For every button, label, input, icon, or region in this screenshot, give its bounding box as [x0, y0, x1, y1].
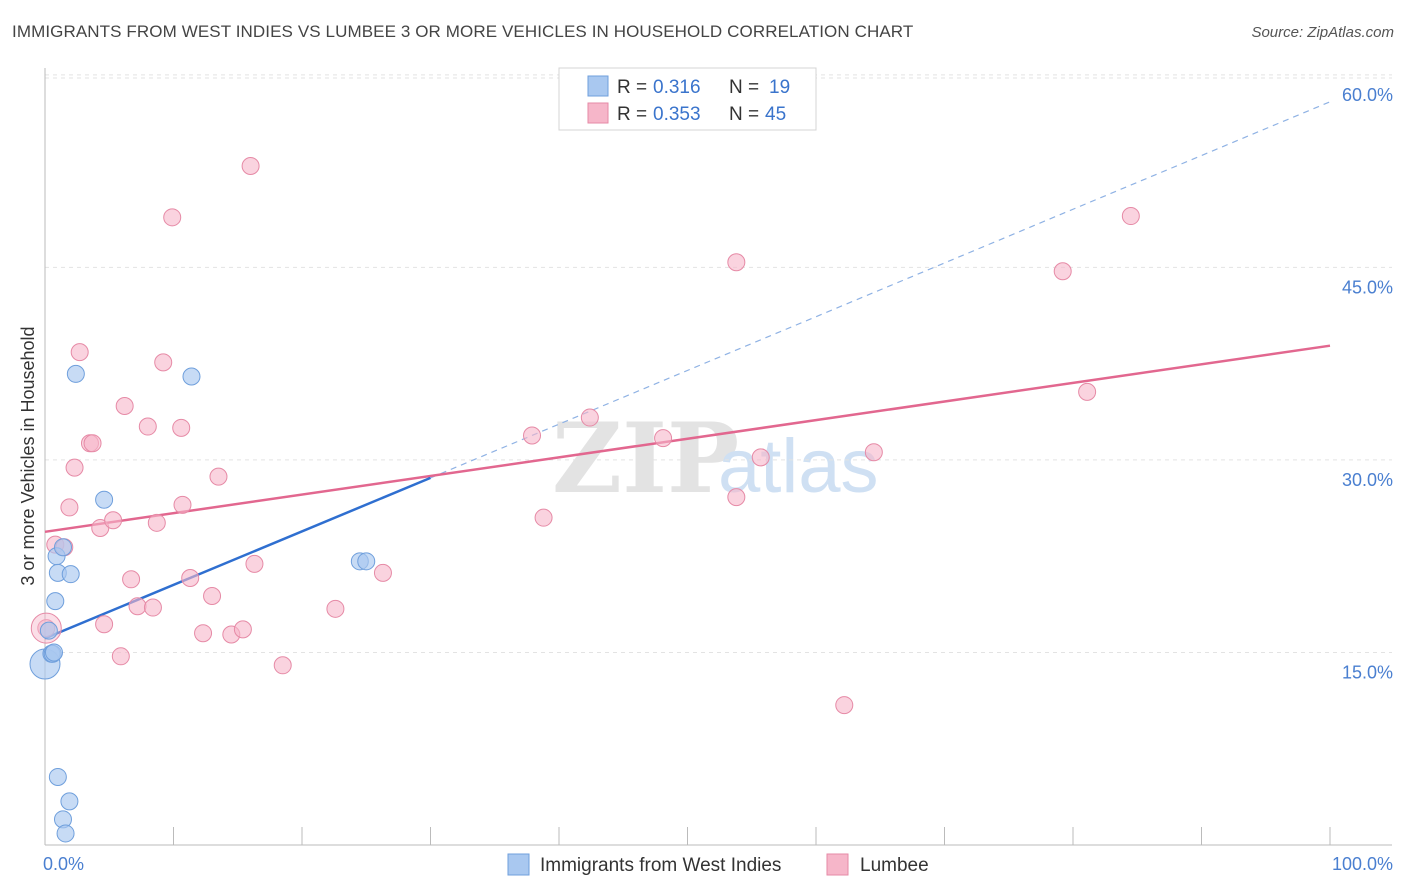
- data-point-lumbee: [203, 586, 222, 605]
- data-point-lumbee: [864, 443, 883, 462]
- data-point-lumbee: [138, 417, 157, 436]
- data-point-lumbee: [95, 615, 114, 634]
- legend-r-value: 0.316: [653, 77, 701, 98]
- data-point-lumbee: [1121, 207, 1140, 226]
- data-point-lumbee: [111, 647, 130, 666]
- bottom-legend-label-lumbee: Lumbee: [860, 855, 929, 876]
- data-point-lumbee: [181, 569, 200, 588]
- y-tick-label: 30.0%: [1342, 470, 1393, 490]
- data-point-lumbee: [128, 597, 147, 616]
- data-point-lumbee: [70, 343, 89, 362]
- data-point-lumbee: [147, 513, 166, 532]
- data-point-lumbee: [209, 467, 228, 486]
- data-point-lumbee: [60, 498, 79, 517]
- data-point-lumbee: [727, 488, 746, 507]
- axes: [44, 68, 1392, 846]
- data-point-west-indies: [56, 824, 75, 843]
- legend-n-label: N =: [729, 104, 759, 125]
- data-points: [29, 156, 1140, 843]
- trend-line-lumbee: [44, 344, 1331, 534]
- legend-r-label: R =: [617, 104, 647, 125]
- bottom-legend-label-west-indies: Immigrants from West Indies: [540, 855, 781, 876]
- data-point-lumbee: [534, 508, 553, 527]
- y-axis-title: 3 or more Vehicles in Household: [18, 326, 38, 585]
- data-point-lumbee: [1078, 382, 1097, 401]
- data-point-west-indies: [182, 367, 201, 386]
- trend-line-west-indies-extended: [430, 101, 1331, 479]
- data-point-lumbee: [523, 426, 542, 445]
- data-point-west-indies: [48, 767, 67, 786]
- data-point-lumbee: [65, 458, 84, 477]
- data-point-west-indies: [46, 592, 65, 611]
- data-point-lumbee: [245, 554, 264, 573]
- tick-labels: 15.0% 30.0% 45.0% 60.0% 0.0% 100.0%: [43, 85, 1393, 874]
- data-point-west-indies: [95, 490, 114, 509]
- trend-lines: [44, 101, 1331, 640]
- data-point-lumbee: [835, 696, 854, 715]
- data-point-lumbee: [154, 353, 173, 372]
- legend-n-value: 19: [769, 77, 790, 98]
- legend-swatch-west-indies: [587, 75, 609, 97]
- data-point-lumbee: [173, 495, 192, 514]
- stats-legend: R = 0.316 N = 19 R = 0.353 N = 45: [558, 67, 817, 131]
- bottom-legend-swatch-west-indies: [507, 853, 530, 876]
- data-point-lumbee: [654, 429, 673, 448]
- data-point-lumbee: [104, 511, 123, 530]
- chart-source: Source: ZipAtlas.com: [1251, 24, 1394, 41]
- chart-title: IMMIGRANTS FROM WEST INDIES VS LUMBEE 3 …: [12, 22, 914, 41]
- y-tick-label: 15.0%: [1342, 662, 1393, 682]
- data-point-lumbee: [1053, 262, 1072, 281]
- data-point-west-indies: [44, 643, 63, 662]
- data-point-west-indies: [53, 538, 72, 557]
- x-tick-label: 100.0%: [1332, 854, 1393, 874]
- data-point-lumbee: [143, 598, 162, 617]
- bottom-legend-swatch-lumbee: [826, 853, 849, 876]
- data-point-lumbee: [122, 570, 141, 589]
- watermark-zip: ZIP: [552, 402, 739, 515]
- data-point-west-indies: [61, 565, 80, 584]
- data-point-lumbee: [326, 599, 345, 618]
- legend-n-value: 45: [765, 104, 786, 125]
- data-point-west-indies: [60, 792, 79, 811]
- y-tick-label: 45.0%: [1342, 277, 1393, 297]
- data-point-lumbee: [241, 156, 260, 175]
- data-point-lumbee: [273, 656, 292, 675]
- legend-r-value: 0.353: [653, 104, 701, 125]
- data-point-west-indies: [39, 621, 58, 640]
- data-point-lumbee: [580, 408, 599, 427]
- data-point-lumbee: [115, 397, 134, 416]
- data-point-lumbee: [83, 434, 102, 453]
- data-point-lumbee: [751, 448, 770, 467]
- data-point-lumbee: [233, 620, 252, 639]
- legend-r-label: R =: [617, 77, 647, 98]
- data-point-lumbee: [373, 563, 392, 582]
- legend-n-label: N =: [729, 77, 759, 98]
- x-tick-label: 0.0%: [43, 854, 84, 874]
- data-point-lumbee: [163, 208, 182, 227]
- data-point-west-indies: [357, 552, 376, 571]
- data-point-west-indies: [66, 364, 85, 383]
- series-legend: Immigrants from West Indies Lumbee: [507, 853, 929, 876]
- data-point-lumbee: [194, 624, 213, 643]
- trend-line-west-indies: [44, 476, 431, 640]
- data-point-lumbee: [172, 418, 191, 437]
- data-point-lumbee: [727, 253, 746, 272]
- y-tick-label: 60.0%: [1342, 85, 1393, 105]
- legend-swatch-lumbee: [587, 102, 609, 124]
